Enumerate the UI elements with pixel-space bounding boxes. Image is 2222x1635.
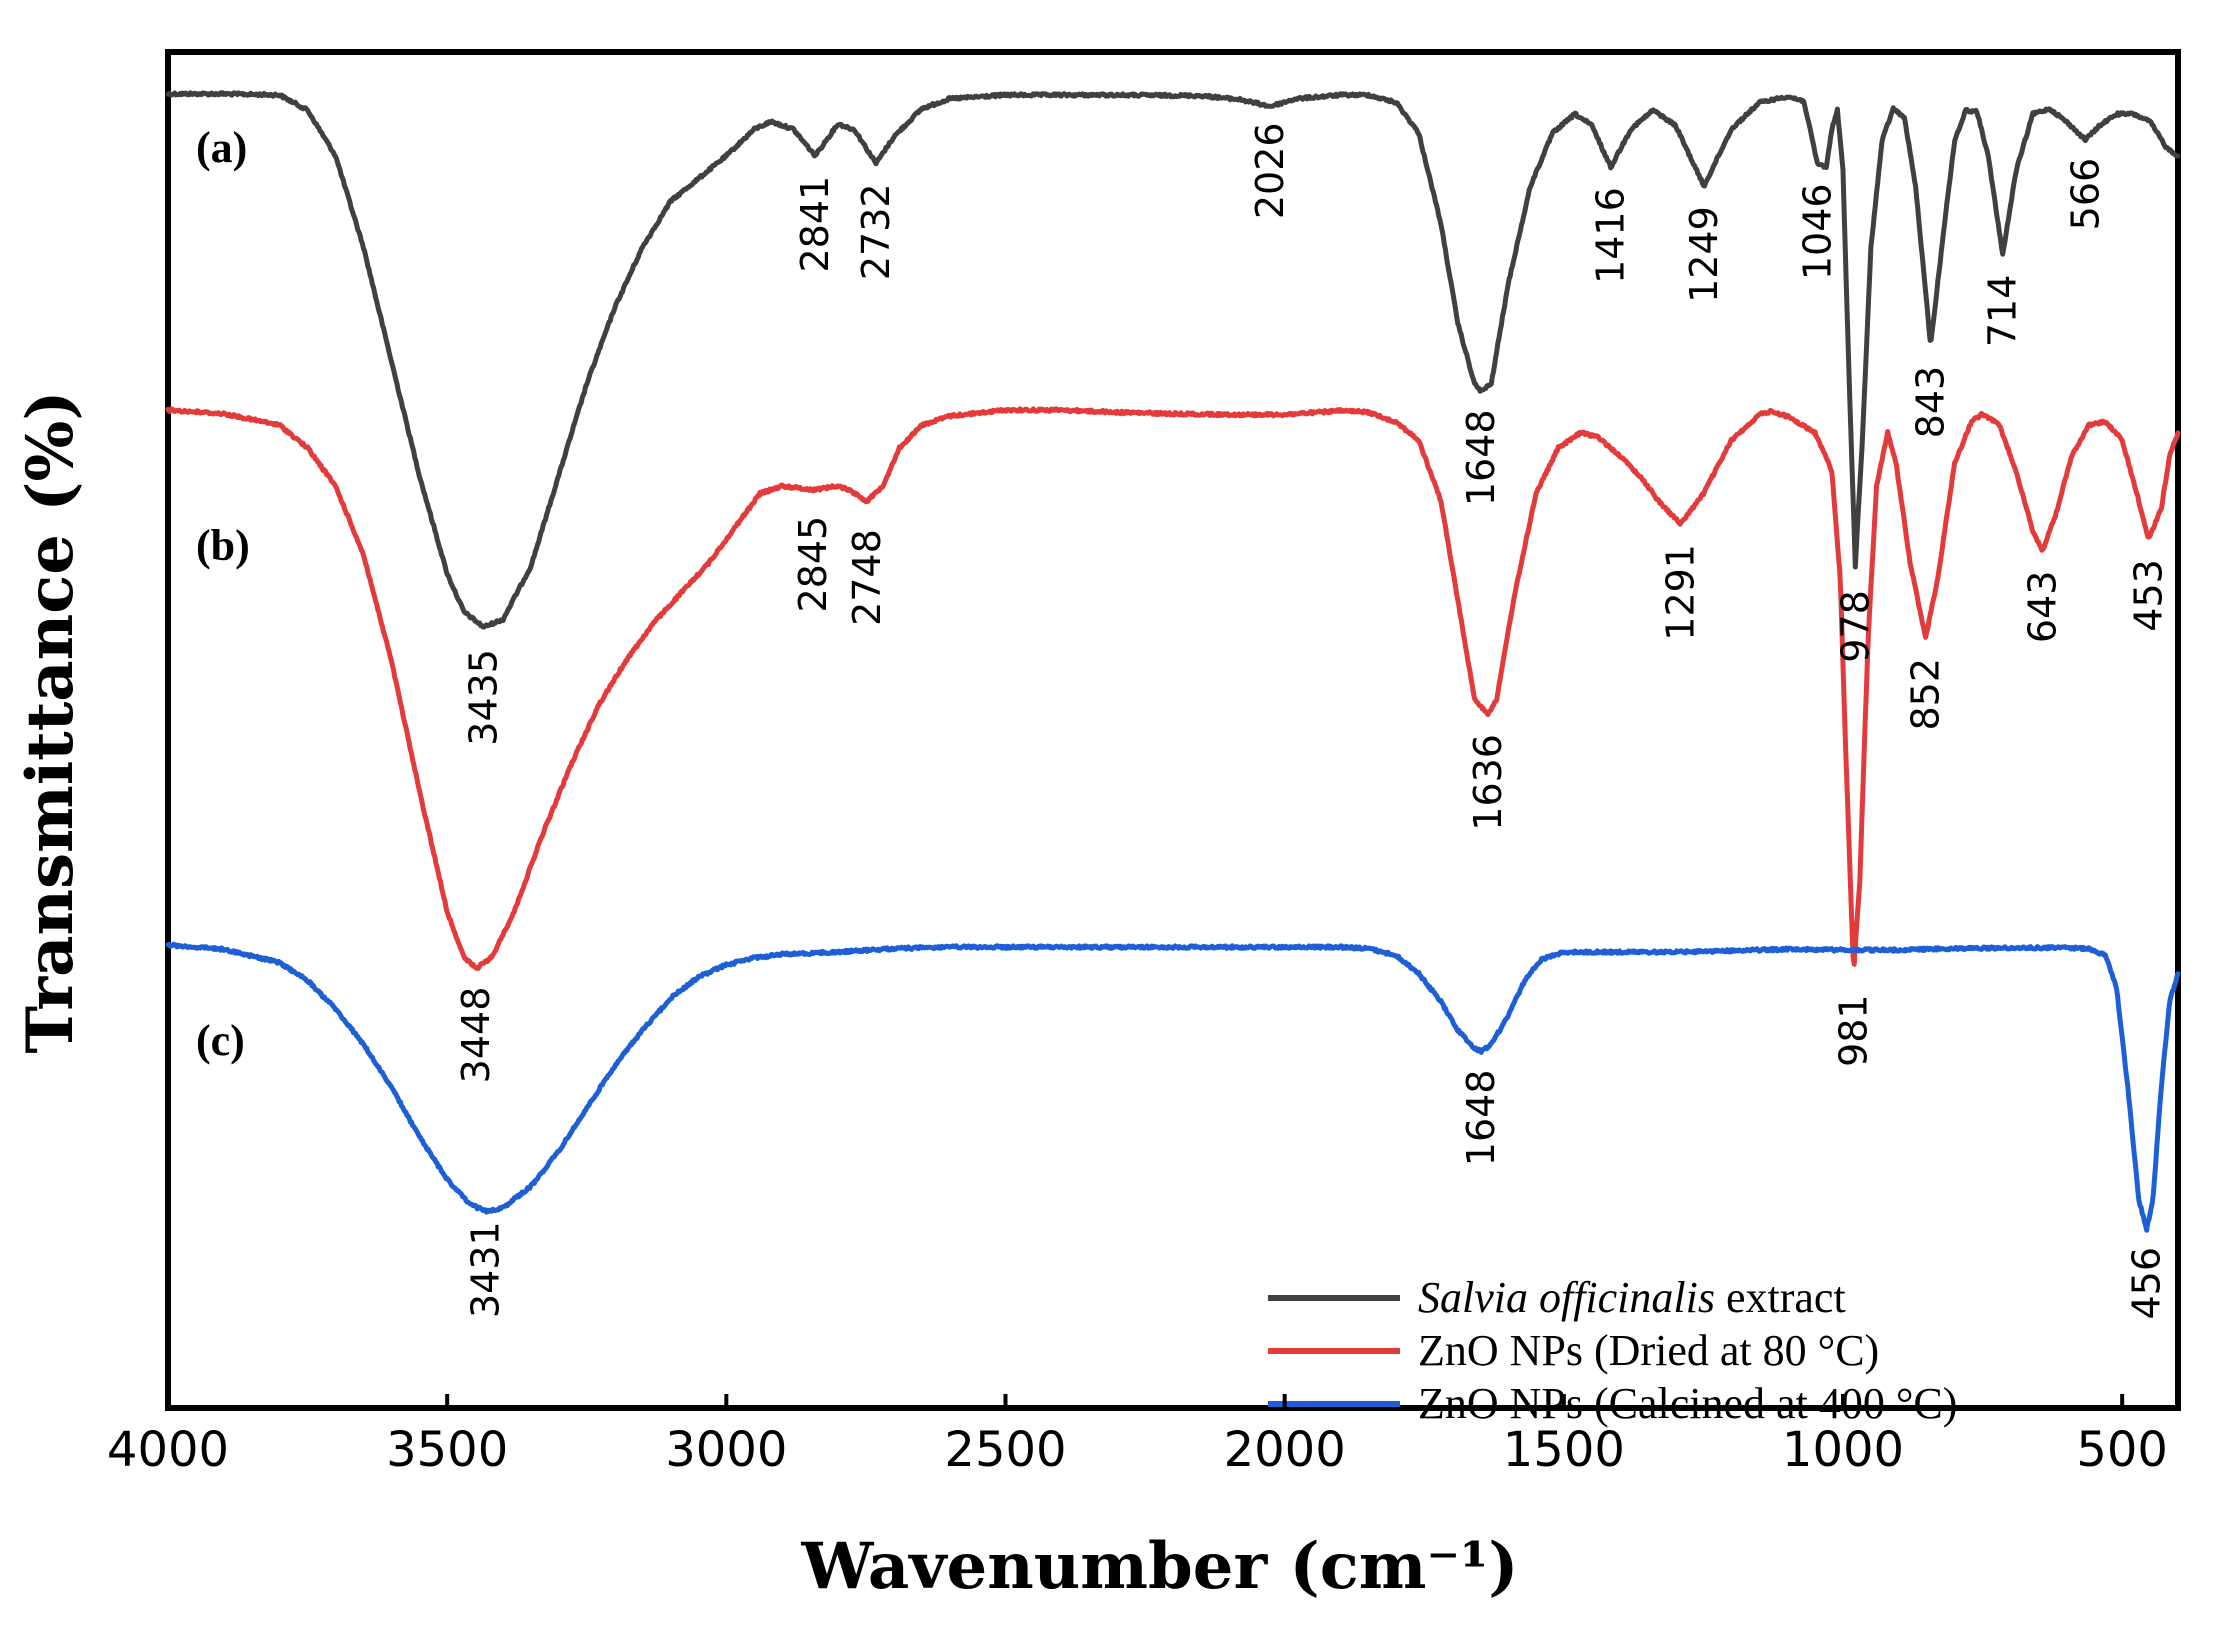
peak-label: 1046 bbox=[1795, 183, 1839, 280]
series-layer bbox=[165, 90, 2181, 1233]
peak-label: 2026 bbox=[1248, 122, 1292, 219]
curve-tags: (a) (b) (c) bbox=[196, 123, 250, 1065]
x-tick-label: 3500 bbox=[386, 1422, 508, 1478]
x-tick-label: 2500 bbox=[944, 1422, 1066, 1478]
peak-label: 2845 bbox=[791, 516, 835, 613]
peak-label: 843 bbox=[1909, 366, 1953, 439]
peak-label: 1648 bbox=[1459, 1070, 1503, 1167]
peak-label: 1249 bbox=[1682, 206, 1726, 303]
y-axis-title: Transmittance (%) bbox=[13, 390, 88, 1053]
x-tick-label: 4000 bbox=[107, 1422, 229, 1478]
peak-label: 852 bbox=[1904, 658, 1948, 731]
plot-area bbox=[165, 49, 2181, 1411]
peak-label: 643 bbox=[2020, 571, 2064, 644]
legend-label: ZnO NPs (Calcined at 400 °C) bbox=[1418, 1379, 1957, 1428]
peak-labels: 2841 2732 2026 1416 1249 1046 566 714 843 1648 978… bbox=[454, 122, 2170, 1319]
legend-label: Salvia officinalis extract bbox=[1418, 1273, 1846, 1322]
x-tick-label: 1000 bbox=[1782, 1422, 1904, 1478]
x-tick-label: 2000 bbox=[1224, 1422, 1346, 1478]
peak-label: 714 bbox=[1981, 275, 2025, 348]
peak-label: 3435 bbox=[462, 649, 506, 746]
series-line-2 bbox=[165, 406, 2181, 971]
peak-label: 1291 bbox=[1659, 544, 1703, 641]
x-axis: 4000 3500 3000 2500 2000 1500 1000 500 bbox=[107, 1394, 2168, 1478]
curve-tag: (c) bbox=[196, 1016, 245, 1065]
plot-frame bbox=[165, 49, 2181, 1411]
peak-label: 566 bbox=[2063, 158, 2107, 231]
peak-label: 1648 bbox=[1459, 409, 1503, 506]
curve-tag: (b) bbox=[196, 521, 250, 570]
peak-label: 456 bbox=[2125, 1247, 2169, 1320]
peak-label: 2748 bbox=[845, 529, 889, 626]
series-line-3 bbox=[165, 941, 2181, 1233]
peak-label: 981 bbox=[1832, 994, 1876, 1067]
peak-label: 453 bbox=[2126, 559, 2170, 632]
series-line-1 bbox=[165, 90, 2181, 630]
x-tick-label: 3000 bbox=[665, 1422, 787, 1478]
peak-label: 2841 bbox=[793, 176, 837, 273]
peak-label: 3448 bbox=[454, 987, 498, 1084]
peak-label: 1636 bbox=[1466, 734, 1510, 831]
peak-label: 1416 bbox=[1589, 187, 1633, 284]
x-tick-label: 500 bbox=[2076, 1422, 2168, 1478]
peak-label: 3431 bbox=[464, 1221, 508, 1318]
legend-label: ZnO NPs (Dried at 80 °C) bbox=[1418, 1326, 1879, 1375]
x-axis-title: Wavenumber (cm⁻¹) bbox=[801, 1529, 1519, 1604]
peak-label: 2732 bbox=[854, 183, 898, 280]
curve-tag: (a) bbox=[196, 123, 247, 172]
x-tick-label: 1500 bbox=[1503, 1422, 1625, 1478]
peak-label: 978 bbox=[1833, 590, 1877, 663]
